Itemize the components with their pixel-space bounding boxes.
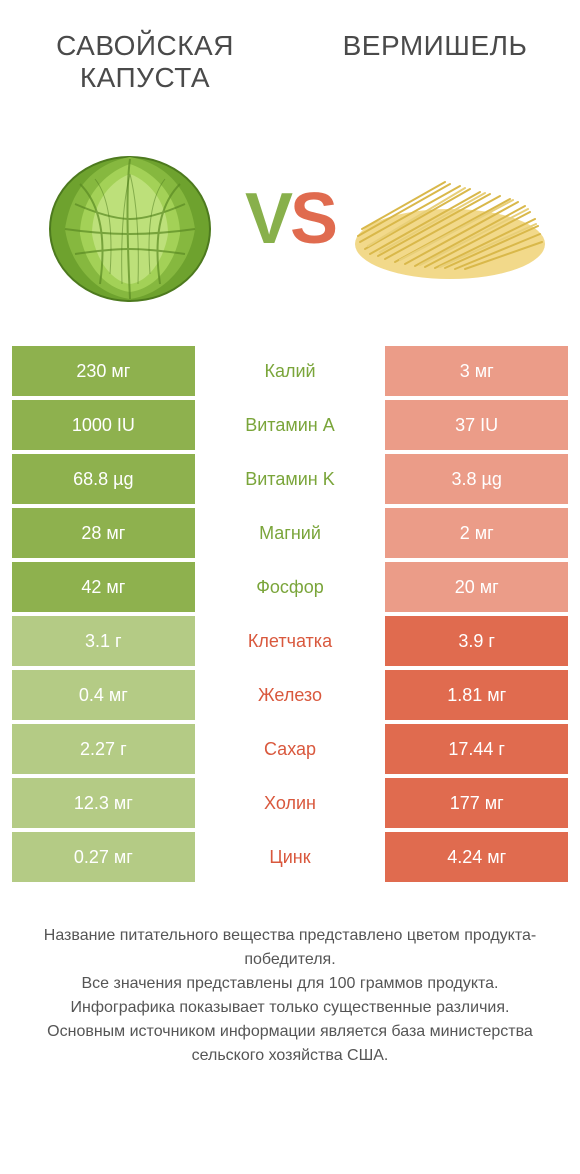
left-value: 1000 IU (10, 398, 197, 452)
left-value: 68.8 µg (10, 452, 197, 506)
right-product-image (350, 129, 550, 309)
table-row: 68.8 µgВитамин K3.8 µg (10, 452, 570, 506)
right-value: 3.8 µg (383, 452, 570, 506)
nutrient-label: Калий (197, 344, 384, 398)
left-value: 0.27 мг (10, 830, 197, 884)
table-row: 12.3 мгХолин177 мг (10, 776, 570, 830)
nutrient-label: Железо (197, 668, 384, 722)
right-value: 37 IU (383, 398, 570, 452)
right-value: 1.81 мг (383, 668, 570, 722)
right-value: 3.9 г (383, 614, 570, 668)
hero-row: VS (0, 104, 580, 344)
right-value: 20 мг (383, 560, 570, 614)
nutrient-label: Витамин K (197, 452, 384, 506)
nutrient-label: Цинк (197, 830, 384, 884)
left-value: 2.27 г (10, 722, 197, 776)
header: САВОЙСКАЯ КАПУСТА ВЕРМИШЕЛЬ (0, 0, 580, 104)
left-value: 3.1 г (10, 614, 197, 668)
left-value: 28 мг (10, 506, 197, 560)
vermicelli-icon (350, 154, 550, 284)
left-value: 12.3 мг (10, 776, 197, 830)
table-row: 230 мгКалий3 мг (10, 344, 570, 398)
comparison-table: 230 мгКалий3 мг1000 IUВитамин A37 IU68.8… (10, 344, 570, 884)
right-product-title: ВЕРМИШЕЛЬ (320, 30, 550, 62)
footnote-line: Название питательного вещества представл… (20, 924, 560, 972)
footnote-line: Инфографика показывает только существенн… (20, 996, 560, 1020)
table-row: 28 мгМагний2 мг (10, 506, 570, 560)
footnote-line: Основным источником информации является … (20, 1020, 560, 1068)
right-value: 3 мг (383, 344, 570, 398)
table-row: 3.1 гКлетчатка3.9 г (10, 614, 570, 668)
left-product-image (30, 129, 230, 309)
left-value: 230 мг (10, 344, 197, 398)
right-value: 2 мг (383, 506, 570, 560)
table-row: 42 мгФосфор20 мг (10, 560, 570, 614)
nutrient-label: Сахар (197, 722, 384, 776)
footnote: Название питательного вещества представл… (0, 884, 580, 1068)
footnote-line: Все значения представлены для 100 граммо… (20, 972, 560, 996)
nutrient-label: Холин (197, 776, 384, 830)
table-row: 0.27 мгЦинк4.24 мг (10, 830, 570, 884)
vs-label: VS (245, 183, 335, 255)
left-product-title: САВОЙСКАЯ КАПУСТА (30, 30, 260, 94)
left-value: 0.4 мг (10, 668, 197, 722)
cabbage-icon (40, 134, 220, 304)
vs-v: V (245, 179, 290, 259)
nutrient-label: Фосфор (197, 560, 384, 614)
nutrient-label: Клетчатка (197, 614, 384, 668)
table-row: 0.4 мгЖелезо1.81 мг (10, 668, 570, 722)
right-value: 4.24 мг (383, 830, 570, 884)
nutrient-label: Витамин A (197, 398, 384, 452)
table-row: 1000 IUВитамин A37 IU (10, 398, 570, 452)
infographic-container: САВОЙСКАЯ КАПУСТА ВЕРМИШЕЛЬ (0, 0, 580, 1068)
nutrient-label: Магний (197, 506, 384, 560)
table-row: 2.27 гСахар17.44 г (10, 722, 570, 776)
right-value: 177 мг (383, 776, 570, 830)
right-value: 17.44 г (383, 722, 570, 776)
left-value: 42 мг (10, 560, 197, 614)
vs-s: S (290, 179, 335, 259)
